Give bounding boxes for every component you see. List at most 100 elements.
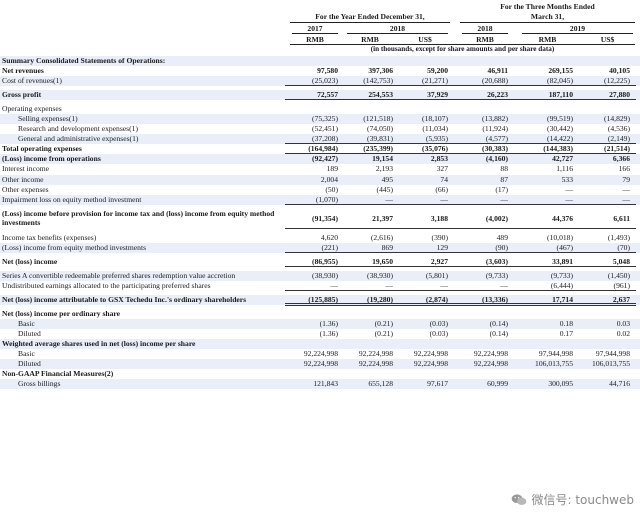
cell-value: (35,076) bbox=[422, 144, 448, 154]
cell-value: — bbox=[622, 184, 630, 194]
cell-value: 533 bbox=[561, 174, 573, 184]
cell-value: (0.03) bbox=[429, 318, 448, 328]
financial-table: Summary Consolidated Statements of Opera… bbox=[0, 56, 640, 390]
cell-value: (6,444) bbox=[550, 280, 573, 290]
cell-value: 37,929 bbox=[427, 90, 448, 100]
currency-col-4: RMB bbox=[476, 35, 494, 44]
cell-value: 74 bbox=[440, 174, 448, 184]
cell-value: (2,149) bbox=[607, 134, 630, 144]
cell-value: (3,603) bbox=[485, 256, 508, 266]
cell-value: (25,023) bbox=[312, 76, 338, 86]
table-row: Undistributed earnings allocated to the … bbox=[0, 281, 640, 291]
row-label: Impairment loss on equity method investm… bbox=[2, 194, 142, 204]
cell-value: 92,224,998 bbox=[413, 359, 448, 369]
cell-value: 72,557 bbox=[317, 90, 338, 100]
cell-value: — bbox=[385, 194, 393, 204]
year-group-title: For the Year Ended December 31, bbox=[315, 12, 425, 21]
cell-value: — bbox=[330, 280, 338, 290]
cell-value: (50) bbox=[325, 184, 338, 194]
quarter-group-title: For the Three Months Ended bbox=[500, 2, 595, 11]
cell-value: (52,451) bbox=[312, 124, 338, 134]
cell-value: (37,208) bbox=[312, 134, 338, 144]
cell-value: 4,620 bbox=[320, 232, 338, 242]
row-label: (Loss) income from operations bbox=[2, 154, 101, 164]
cell-value: 129 bbox=[436, 242, 448, 252]
cell-value: (2,874) bbox=[425, 294, 448, 304]
row-label: Summary Consolidated Statements of Opera… bbox=[2, 56, 166, 65]
cell-value: (390) bbox=[431, 232, 448, 242]
table-row: Research and development expenses(1) (52,… bbox=[0, 124, 640, 134]
table-row: Series A convertible redeemable preferre… bbox=[0, 270, 640, 281]
cell-value: (38,930) bbox=[367, 270, 393, 280]
table-row: Net (loss) income attributable to GSX Te… bbox=[0, 294, 640, 306]
cell-value: (0.14) bbox=[489, 318, 508, 328]
cell-value: (91,354) bbox=[312, 213, 338, 223]
cell-value: (5,935) bbox=[425, 134, 448, 144]
table-row: Total operating expenses (164,984) (235,39… bbox=[0, 144, 640, 155]
cell-value: 92,224,998 bbox=[358, 349, 393, 359]
table-row: Gross profit 72,557 254,553 37,929 26,223 187… bbox=[0, 90, 640, 101]
row-label: Gross profit bbox=[2, 90, 42, 100]
table-row: Gross billings 121,843 655,128 97,617 60,999… bbox=[0, 379, 640, 390]
cell-value: (18,107) bbox=[422, 114, 448, 124]
table-row: Weighted average shares used in net (los… bbox=[0, 339, 640, 350]
table-row: Selling expenses(1) (75,325) (121,518) (18,… bbox=[0, 114, 640, 125]
year-2017-underline bbox=[292, 33, 338, 34]
table-row: Net (loss) income (86,955) 19,650 2,927 (3,6… bbox=[0, 257, 640, 267]
cell-value: 0.02 bbox=[616, 329, 630, 339]
cell-value: 327 bbox=[436, 164, 448, 174]
table-row: Non-GAAP Financial Measures(2) bbox=[0, 369, 640, 379]
cell-value: 79 bbox=[622, 174, 630, 184]
quarter-2019-underline bbox=[522, 33, 633, 34]
cell-value: (164,984) bbox=[308, 144, 338, 154]
currency-col-2: RMB bbox=[361, 35, 379, 44]
cell-value: (11,924) bbox=[482, 124, 508, 134]
cell-value: (13,336) bbox=[482, 294, 508, 304]
cell-value: 397,306 bbox=[368, 66, 393, 76]
row-label: Research and development expenses(1) bbox=[18, 124, 138, 134]
row-label: Basic bbox=[18, 349, 35, 359]
cell-value: (14,829) bbox=[604, 114, 630, 124]
cell-value: 106,013,755 bbox=[592, 359, 630, 369]
cell-value: (14,422) bbox=[547, 134, 573, 144]
cell-value: 97,617 bbox=[427, 379, 448, 389]
cell-value: 2,004 bbox=[320, 174, 338, 184]
cell-value: (70) bbox=[617, 242, 630, 252]
table-row: Cost of revenues(1) (25,023) (142,753) (21,… bbox=[0, 76, 640, 87]
cell-value: (66) bbox=[435, 184, 448, 194]
row-label: Other expenses bbox=[2, 184, 49, 194]
table-row: Net revenues 97,580 397,306 59,200 46,911 269… bbox=[0, 66, 640, 76]
cell-value: (74,050) bbox=[367, 124, 393, 134]
cell-value: 189 bbox=[326, 164, 338, 174]
cell-value: 42,727 bbox=[552, 154, 573, 164]
cell-value: (10,018) bbox=[547, 232, 573, 242]
cell-value: — bbox=[385, 280, 393, 290]
cell-value: 27,880 bbox=[609, 90, 630, 100]
row-label: Total operating expenses bbox=[2, 144, 82, 154]
cell-value: (13,882) bbox=[482, 114, 508, 124]
cell-value: (11,034) bbox=[422, 124, 448, 134]
cell-value: 0.18 bbox=[559, 318, 573, 328]
cell-value: (21,514) bbox=[604, 144, 630, 154]
cell-value: (82,045) bbox=[547, 76, 573, 86]
cell-value: — bbox=[440, 194, 448, 204]
cell-value: 97,580 bbox=[317, 66, 338, 76]
cell-value: (144,383) bbox=[543, 144, 573, 154]
cell-value: 5,048 bbox=[612, 256, 630, 266]
cell-value: (125,885) bbox=[308, 294, 338, 304]
quarter-group-subtitle: March 31, bbox=[530, 12, 565, 21]
row-label: (Loss) income before provision for incom… bbox=[2, 208, 275, 228]
cell-value: (9,733) bbox=[485, 270, 508, 280]
row-label: Other income bbox=[2, 174, 44, 184]
cell-value: 3,188 bbox=[430, 213, 448, 223]
cell-value: (0.03) bbox=[429, 329, 448, 339]
row-label: Weighted average shares used in net (los… bbox=[2, 339, 196, 349]
cell-value: (5,801) bbox=[425, 270, 448, 280]
cell-value: (4,536) bbox=[607, 124, 630, 134]
currency-underline bbox=[290, 44, 635, 45]
cell-value: (1,450) bbox=[607, 270, 630, 280]
cell-value: (961) bbox=[613, 280, 630, 290]
cell-value: 44,716 bbox=[609, 379, 630, 389]
row-label: Selling expenses(1) bbox=[18, 114, 78, 124]
cell-value: (467) bbox=[556, 242, 573, 252]
